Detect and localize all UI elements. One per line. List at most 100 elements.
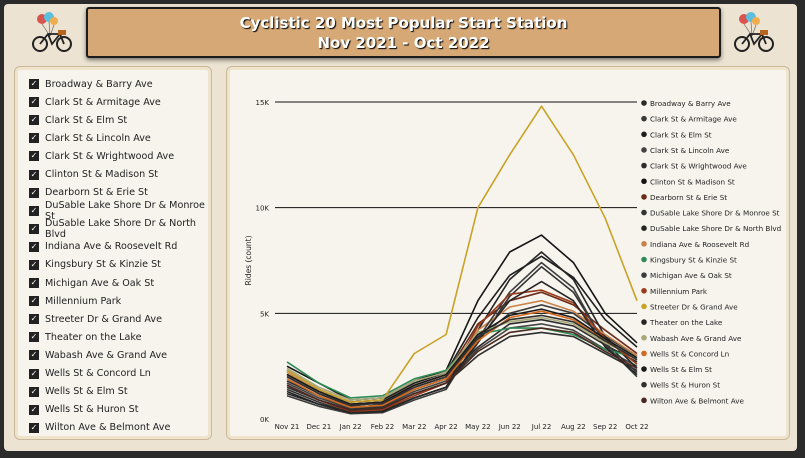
legend-label[interactable]: Wabash Ave & Grand Ave: [650, 334, 742, 343]
legend-label[interactable]: Clark St & Armitage Ave: [650, 115, 737, 124]
checkmark-icon[interactable]: ✓: [29, 386, 39, 397]
checkmark-icon[interactable]: ✓: [29, 278, 39, 289]
series-line[interactable]: [286, 316, 638, 401]
legend-label[interactable]: Clinton St & Madison St: [650, 177, 735, 186]
legend-label[interactable]: Clark St & Elm St: [650, 130, 712, 139]
checkmark-icon[interactable]: ✓: [29, 296, 39, 307]
legend-label[interactable]: Wells St & Concord Ln: [650, 349, 729, 358]
checkmark-icon[interactable]: ✓: [29, 422, 39, 433]
checkmark-icon[interactable]: ✓: [29, 169, 39, 180]
slicer-item[interactable]: ✓ Clark St & Lincoln Ave: [29, 129, 211, 147]
series-line[interactable]: [286, 327, 638, 412]
checkmark-icon[interactable]: ✓: [29, 133, 39, 144]
slicer-item-label: Clark St & Elm St: [45, 114, 128, 126]
checkmark-icon[interactable]: ✓: [29, 115, 39, 126]
checkmark-icon[interactable]: ✓: [29, 151, 39, 162]
slicer-item-label: Wells St & Elm St: [45, 386, 128, 398]
legend-label[interactable]: Dearborn St & Erie St: [650, 193, 727, 202]
checkmark-icon[interactable]: ✓: [29, 223, 39, 234]
x-tick-label: Dec 21: [306, 423, 331, 431]
legend-label[interactable]: Broadway & Barry Ave: [650, 99, 731, 108]
legend-label[interactable]: Wells St & Huron St: [650, 381, 720, 390]
legend-marker: [641, 225, 647, 231]
checkmark-icon[interactable]: ✓: [29, 259, 39, 270]
slicer-item-label: Clark St & Wrightwood Ave: [45, 150, 175, 162]
slicer-item[interactable]: ✓ Indiana Ave & Roosevelt Rd: [29, 238, 211, 256]
slicer-item[interactable]: ✓ Michigan Ave & Oak St: [29, 274, 211, 292]
x-tick-label: Oct 22: [625, 423, 648, 431]
legend-label[interactable]: DuSable Lake Shore Dr & Monroe St: [650, 209, 780, 218]
checkmark-icon[interactable]: ✓: [29, 368, 39, 379]
slicer-item-label: Wabash Ave & Grand Ave: [45, 349, 168, 361]
x-tick-label: Jun 22: [498, 423, 521, 431]
slicer-item[interactable]: ✓ Millennium Park: [29, 292, 211, 310]
x-tick-label: Jan 22: [339, 423, 362, 431]
slicer-item[interactable]: ✓ Wilton Ave & Belmont Ave: [29, 419, 211, 437]
checkmark-icon[interactable]: ✓: [29, 187, 39, 198]
slicer-item[interactable]: ✓ Broadway & Barry Ave: [29, 75, 211, 93]
slicer-item[interactable]: ✓ Wells St & Huron St: [29, 401, 211, 419]
slicer-item-label: Wilton Ave & Belmont Ave: [45, 422, 171, 434]
series-line[interactable]: [286, 105, 638, 403]
slicer-item-label: DuSable Lake Shore Dr & North Blvd: [45, 217, 197, 240]
legend-label[interactable]: Clark St & Lincoln Ave: [650, 146, 730, 155]
slicer-item[interactable]: ✓ DuSable Lake Shore Dr & North Blvd: [29, 217, 211, 240]
x-tick-label: Sep 22: [593, 423, 617, 431]
slicer-item-label: DuSable Lake Shore Dr & Monroe St: [45, 199, 205, 222]
legend-label[interactable]: Millennium Park: [650, 287, 708, 296]
checkmark-icon[interactable]: ✓: [29, 241, 39, 252]
legend-label[interactable]: Wilton Ave & Belmont Ave: [650, 396, 744, 405]
series-line[interactable]: [286, 308, 638, 406]
legend-marker: [641, 115, 647, 122]
slicer-item[interactable]: ✓ DuSable Lake Shore Dr & Monroe St: [29, 199, 211, 222]
slicer-item-label: Clinton St & Madison St: [45, 169, 159, 181]
x-tick-label: Apr 22: [434, 423, 457, 431]
slicer-item[interactable]: ✓ Clinton St & Madison St: [29, 165, 211, 183]
slicer-item-label: Theater on the Lake: [45, 331, 142, 343]
slicer-item[interactable]: ✓ Theater on the Lake: [29, 328, 211, 346]
checkmark-icon[interactable]: ✓: [29, 350, 39, 361]
slicer-item[interactable]: ✓ Kingsbury St & Kinzie St: [29, 256, 211, 274]
legend-marker: [641, 366, 647, 372]
slicer-item[interactable]: ✓ Clark St & Armitage Ave: [29, 93, 211, 111]
legend-label[interactable]: Clark St & Wrightwood Ave: [650, 162, 747, 171]
y-tick-label: 15K: [256, 99, 270, 107]
y-axis-label: Rides (count): [244, 235, 253, 285]
slicer-item-label: Millennium Park: [45, 295, 122, 307]
legend-marker: [641, 288, 647, 294]
station-slicer: ✓ Broadway & Barry Ave ✓ Clark St & Armitag…: [14, 66, 212, 440]
y-tick-label: 0K: [260, 416, 269, 424]
legend-label[interactable]: Indiana Ave & Roosevelt Rd: [650, 240, 749, 249]
slicer-list: ✓ Broadway & Barry Ave ✓ Clark St & Armitag…: [29, 75, 211, 437]
slicer-item[interactable]: ✓ Wells St & Concord Ln: [29, 365, 211, 383]
legend-marker: [641, 303, 647, 310]
series-line[interactable]: [286, 310, 638, 409]
legend-label[interactable]: Wells St & Elm St: [650, 365, 712, 374]
checkmark-icon[interactable]: ✓: [29, 79, 39, 90]
slicer-item[interactable]: ✓ Wabash Ave & Grand Ave: [29, 346, 211, 364]
legend-marker: [641, 319, 647, 325]
x-tick-label: Nov 21: [275, 423, 300, 431]
checkmark-icon[interactable]: ✓: [29, 314, 39, 325]
slicer-item[interactable]: ✓ Streeter Dr & Grand Ave: [29, 310, 211, 328]
legend-label[interactable]: Michigan Ave & Oak St: [650, 271, 732, 280]
slicer-item[interactable]: ✓ Clark St & Elm St: [29, 111, 211, 129]
legend-label[interactable]: Kingsbury St & Kinzie St: [650, 256, 737, 265]
checkmark-icon[interactable]: ✓: [29, 97, 39, 108]
slicer-item[interactable]: ✓ Wells St & Elm St: [29, 383, 211, 401]
legend-marker: [641, 162, 647, 169]
slicer-item[interactable]: ✓ Dearborn St & Erie St: [29, 184, 211, 202]
legend-marker: [641, 131, 647, 138]
checkmark-icon[interactable]: ✓: [29, 332, 39, 343]
slicer-item[interactable]: ✓ Clark St & Wrightwood Ave: [29, 147, 211, 165]
series-line[interactable]: [286, 314, 638, 407]
checkmark-icon[interactable]: ✓: [29, 404, 39, 415]
y-tick-label: 5K: [260, 310, 269, 318]
legend-label[interactable]: Theater on the Lake: [649, 318, 723, 327]
legend-marker: [641, 350, 647, 357]
legend-label[interactable]: Streeter Dr & Grand Ave: [650, 302, 738, 311]
series-line[interactable]: [286, 280, 638, 414]
legend-label[interactable]: DuSable Lake Shore Dr & North Blvd: [650, 224, 781, 233]
slicer-item-label: Michigan Ave & Oak St: [45, 277, 155, 289]
checkmark-icon[interactable]: ✓: [29, 205, 39, 216]
